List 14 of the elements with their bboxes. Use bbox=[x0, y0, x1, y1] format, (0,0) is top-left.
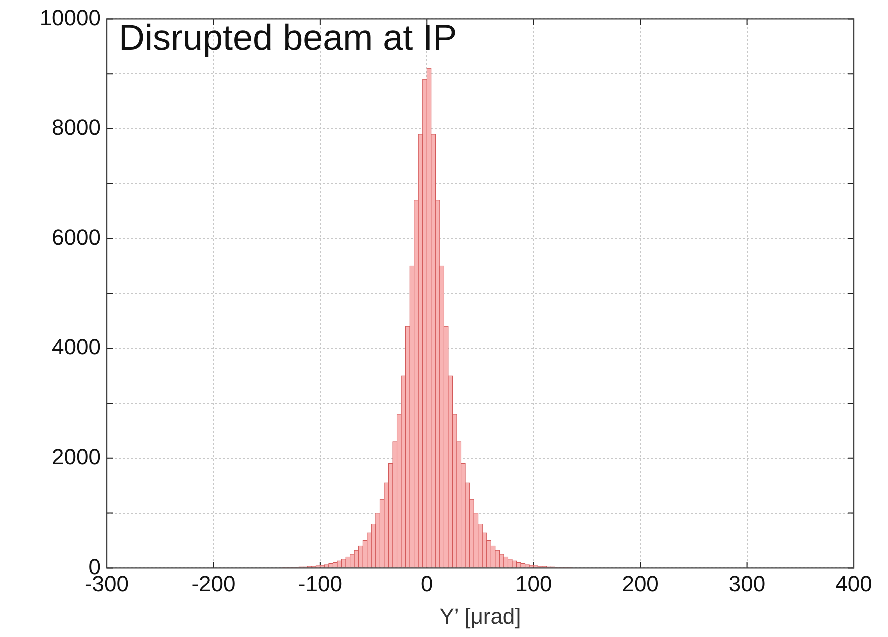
x-tick-label: 300 bbox=[728, 571, 766, 596]
y-tick-label: 4000 bbox=[52, 334, 101, 360]
x-axis-title: Y’ [μrad] bbox=[440, 604, 522, 629]
y-tick-label: 6000 bbox=[52, 224, 101, 250]
x-tick-label: 200 bbox=[622, 571, 659, 596]
x-tick-label: 0 bbox=[421, 571, 434, 596]
x-tick-label: -100 bbox=[298, 571, 342, 596]
y-tick-label: 2000 bbox=[52, 444, 101, 470]
x-tick-label: -200 bbox=[192, 571, 236, 596]
chart-title: Disrupted beam at IP bbox=[119, 17, 458, 58]
y-tick-label: 10000 bbox=[40, 5, 101, 30]
x-tick-label: 100 bbox=[516, 571, 552, 596]
y-tick-label: 8000 bbox=[52, 115, 101, 140]
x-tick-label: 400 bbox=[836, 571, 872, 596]
